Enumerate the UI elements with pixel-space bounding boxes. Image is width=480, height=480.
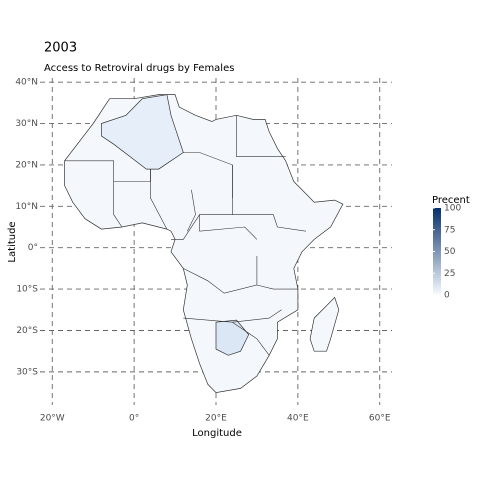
border	[183, 256, 258, 294]
legend-tick-label: 25	[444, 269, 455, 279]
x-axis-label: Longitude	[192, 428, 242, 439]
colorbar	[433, 208, 441, 295]
chart-subtitle: Access to Retroviral drugs by Females	[44, 63, 234, 74]
legend-tick-label: 0	[444, 291, 450, 301]
map	[64, 94, 344, 393]
region	[101, 94, 184, 170]
x-tick-label: 20°E	[205, 414, 227, 424]
y-tick-label: 10°S	[16, 285, 38, 295]
legend-tick-label: 100	[444, 204, 461, 214]
legend-title: Precent	[432, 195, 470, 206]
x-tick-label: 0°	[129, 414, 139, 424]
border	[256, 284, 298, 290]
border	[236, 115, 286, 157]
y-tick-label: 10°N	[15, 202, 38, 212]
border	[183, 309, 282, 323]
y-axis-label: Latitude	[7, 221, 18, 262]
x-tick-label: 40°E	[287, 414, 309, 424]
chart-title: 2003	[44, 41, 77, 56]
y-tick-label: 30°S	[16, 367, 38, 377]
y-tick-label: 30°N	[15, 119, 38, 129]
x-tick-label: 20°W	[40, 414, 65, 424]
africa	[64, 94, 344, 393]
y-tick-label: 40°N	[15, 78, 38, 88]
region	[215, 319, 250, 356]
x-tick-label: 60°E	[369, 414, 391, 424]
madagascar	[309, 296, 340, 352]
y-tick-label: 20°N	[15, 160, 38, 170]
border	[232, 214, 307, 232]
legend-tick-label: 50	[444, 247, 456, 257]
y-tick-label: 20°S	[16, 326, 38, 336]
border	[113, 181, 123, 228]
y-tick-label: 0°	[28, 243, 38, 253]
border	[150, 169, 168, 230]
legend-tick-label: 75	[444, 225, 455, 235]
border	[187, 189, 196, 232]
border	[232, 321, 270, 356]
border	[199, 214, 258, 240]
